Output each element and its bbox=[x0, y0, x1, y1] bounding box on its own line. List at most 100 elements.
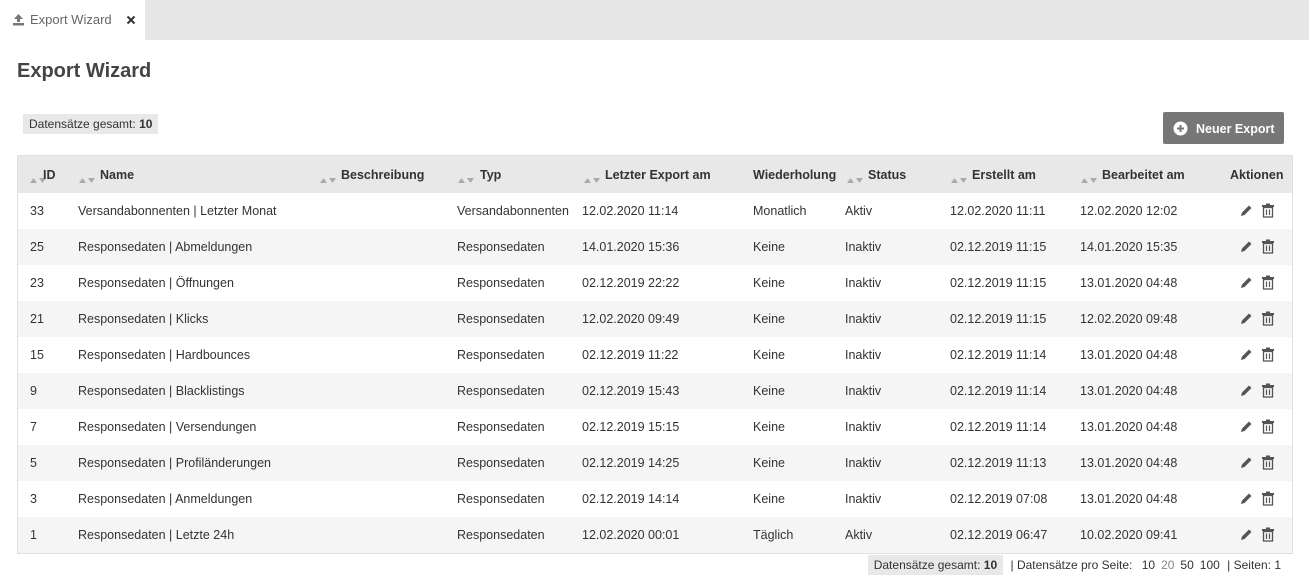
table-cell: Responsedaten bbox=[457, 240, 545, 254]
table-cell: Inaktiv bbox=[845, 456, 882, 470]
edit-icon[interactable] bbox=[1239, 528, 1253, 547]
edit-icon[interactable] bbox=[1239, 492, 1253, 511]
table-cell: Inaktiv bbox=[845, 240, 882, 254]
edit-icon[interactable] bbox=[1239, 384, 1253, 403]
sort-icon[interactable] bbox=[846, 171, 864, 189]
summary-count: 10 bbox=[139, 117, 153, 131]
column-header[interactable]: Beschreibung bbox=[341, 168, 425, 182]
edit-icon[interactable] bbox=[1239, 204, 1253, 223]
table-cell: Inaktiv bbox=[845, 384, 882, 398]
sort-icon[interactable] bbox=[78, 171, 96, 189]
table-cell: Responsedaten bbox=[457, 456, 545, 470]
table-cell: Responsedaten bbox=[457, 348, 545, 362]
delete-icon[interactable] bbox=[1261, 347, 1275, 367]
button-label: Neuer Export bbox=[1196, 122, 1275, 136]
column-header[interactable]: ID bbox=[43, 168, 56, 182]
table-cell: Responsedaten | Anmeldungen bbox=[78, 492, 253, 506]
table-cell: 02.12.2019 15:43 bbox=[582, 384, 680, 398]
upload-icon bbox=[13, 14, 24, 26]
table-cell: Keine bbox=[753, 240, 785, 254]
table-cell: Keine bbox=[753, 348, 785, 362]
edit-icon[interactable] bbox=[1239, 420, 1253, 439]
table-cell: 14.01.2020 15:35 bbox=[1080, 240, 1178, 254]
table-cell: Aktiv bbox=[845, 528, 873, 542]
delete-icon[interactable] bbox=[1261, 239, 1275, 259]
table-cell: 25 bbox=[30, 240, 44, 254]
plus-icon bbox=[1173, 121, 1188, 136]
delete-icon[interactable] bbox=[1261, 419, 1275, 439]
edit-icon[interactable] bbox=[1239, 312, 1253, 331]
table-cell: 1 bbox=[30, 528, 37, 542]
table-cell: Responsedaten | Profiländerungen bbox=[78, 456, 271, 470]
pages-label: | Seiten: bbox=[1227, 558, 1271, 572]
delete-icon[interactable] bbox=[1261, 311, 1275, 331]
footer-total-label: Datensätze gesamt: bbox=[873, 558, 981, 572]
edit-icon[interactable] bbox=[1239, 240, 1253, 259]
table-cell: 13.01.2020 04:48 bbox=[1080, 384, 1178, 398]
edit-icon[interactable] bbox=[1239, 348, 1253, 367]
page-size[interactable]: 100 bbox=[1199, 558, 1220, 572]
delete-icon[interactable] bbox=[1261, 455, 1275, 475]
sort-icon[interactable] bbox=[319, 171, 337, 189]
table-cell: 02.12.2019 15:15 bbox=[582, 420, 680, 434]
table-cell: Responsedaten | Hardbounces bbox=[78, 348, 251, 362]
sort-icon[interactable] bbox=[457, 171, 475, 189]
table-row: 15 Responsedaten | Hardbounces Responsedat… bbox=[18, 337, 1292, 373]
sort-icon[interactable] bbox=[1080, 171, 1098, 189]
table-cell: Inaktiv bbox=[845, 348, 882, 362]
table-cell: Keine bbox=[753, 384, 785, 398]
column-header: Wiederholung bbox=[753, 168, 837, 182]
column-header[interactable]: Name bbox=[100, 168, 135, 182]
tab[interactable]: Export Wizard bbox=[0, 0, 145, 40]
table-row: 9 Responsedaten | Blacklistings Responseda… bbox=[18, 373, 1292, 409]
table-cell: 12.02.2020 09:48 bbox=[1080, 312, 1178, 326]
table-cell: 7 bbox=[30, 420, 37, 434]
tab-bar bbox=[0, 0, 1309, 40]
table-cell: Inaktiv bbox=[845, 420, 882, 434]
edit-icon[interactable] bbox=[1239, 456, 1253, 475]
delete-icon[interactable] bbox=[1261, 383, 1275, 403]
sort-icon[interactable] bbox=[583, 171, 601, 189]
table-cell: 3 bbox=[30, 492, 37, 506]
delete-icon[interactable] bbox=[1261, 203, 1275, 223]
table-cell: Versandabonnenten | Letzter Monat bbox=[78, 204, 277, 218]
table-cell: Responsedaten bbox=[457, 528, 545, 542]
new-export-button[interactable]: Neuer Export bbox=[1163, 112, 1284, 144]
table-cell: Responsedaten | Blacklistings bbox=[78, 384, 245, 398]
pages-value: 1 bbox=[1274, 558, 1281, 572]
delete-icon[interactable] bbox=[1261, 275, 1275, 295]
column-header[interactable]: Letzter Export am bbox=[605, 168, 711, 182]
sort-icon[interactable] bbox=[29, 171, 47, 189]
table-cell: Inaktiv bbox=[845, 492, 882, 506]
table-cell: Monatlich bbox=[753, 204, 807, 218]
table-cell: Responsedaten | Klicks bbox=[78, 312, 209, 326]
table-cell: Responsedaten | Abmeldungen bbox=[78, 240, 253, 254]
table-cell: Inaktiv bbox=[845, 276, 882, 290]
table-cell: 13.01.2020 04:48 bbox=[1080, 276, 1178, 290]
edit-icon[interactable] bbox=[1239, 276, 1253, 295]
footer-total-value: 10 bbox=[983, 558, 998, 572]
page-size[interactable]: 50 bbox=[1180, 558, 1194, 572]
page-size[interactable]: 20 bbox=[1161, 558, 1175, 572]
column-header[interactable]: Bearbeitet am bbox=[1102, 168, 1185, 182]
page-size: 10 bbox=[1141, 558, 1156, 572]
page-title: Export Wizard bbox=[17, 60, 152, 82]
column-header[interactable]: Typ bbox=[480, 168, 502, 182]
sort-icon[interactable] bbox=[950, 171, 968, 189]
close-icon[interactable] bbox=[126, 15, 136, 25]
table-cell: 02.12.2019 14:14 bbox=[582, 492, 680, 506]
table-cell: 23 bbox=[30, 276, 44, 290]
column-header[interactable]: Erstellt am bbox=[972, 168, 1036, 182]
table-cell: 12.02.2020 11:11 bbox=[950, 204, 1046, 218]
table-cell: 13.01.2020 04:48 bbox=[1080, 348, 1178, 362]
export-table: ID Name Beschreibung Typ Letzter Export am Wi… bbox=[17, 155, 1293, 554]
table-cell: 21 bbox=[30, 312, 44, 326]
table-cell: 14.01.2020 15:36 bbox=[582, 240, 680, 254]
delete-icon[interactable] bbox=[1261, 527, 1275, 547]
table-row: 7 Responsedaten | Versendungen Responsedat… bbox=[18, 409, 1292, 445]
delete-icon[interactable] bbox=[1261, 491, 1275, 511]
table-cell: Responsedaten | Versendungen bbox=[78, 420, 257, 434]
table-cell: Keine bbox=[753, 312, 785, 326]
column-header[interactable]: Status bbox=[868, 168, 907, 182]
table-cell: 13.01.2020 04:48 bbox=[1080, 456, 1178, 470]
